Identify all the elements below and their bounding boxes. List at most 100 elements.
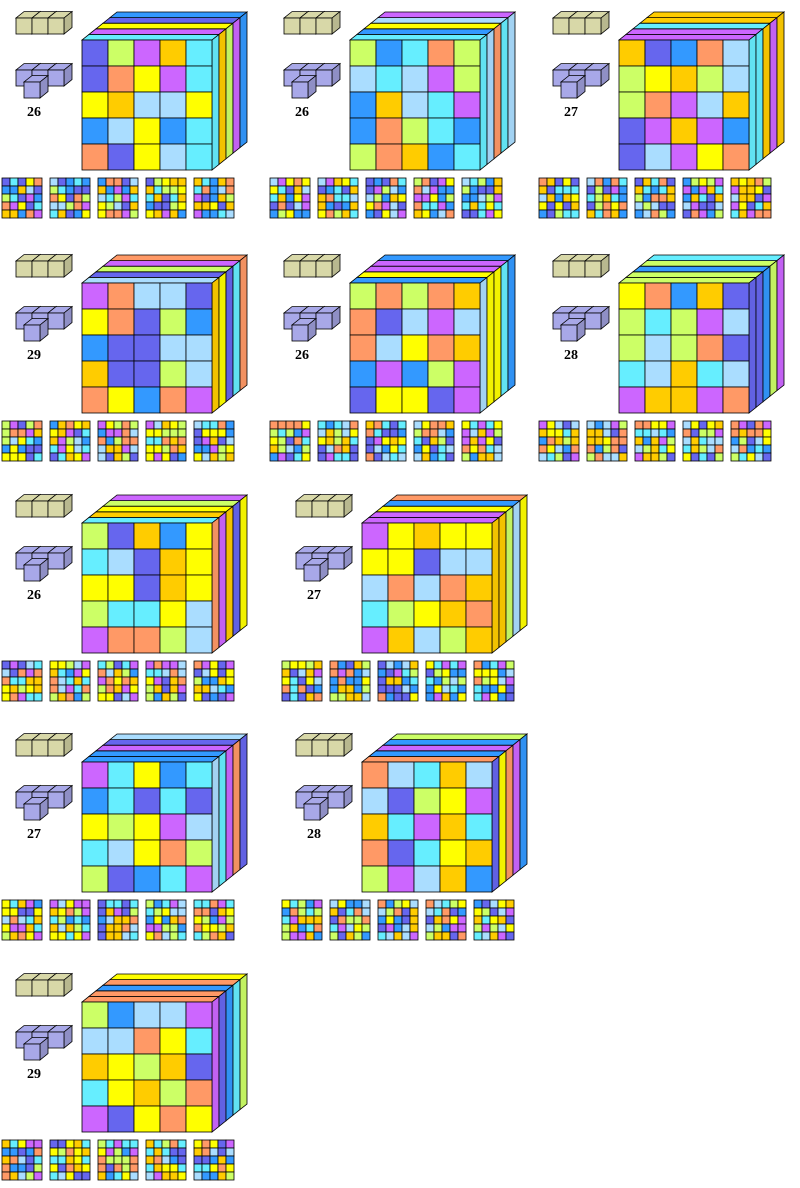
layer-cell: [666, 452, 676, 462]
layer-cell: [161, 692, 171, 702]
layer-cell: [333, 436, 343, 446]
layer-cell: [201, 915, 211, 925]
layer-cell: [177, 436, 187, 446]
layer-cell: [73, 428, 83, 438]
layer-cell: [281, 907, 291, 917]
layer-cell: [650, 428, 660, 438]
layer-cell: [225, 436, 235, 446]
layer-cell: [225, 660, 235, 670]
layer-cell: [113, 668, 123, 678]
layer-cell: [129, 915, 139, 925]
layer-cell: [409, 899, 419, 909]
layer-cell: [493, 452, 503, 462]
layer-cell: [602, 420, 612, 430]
layer-cell: [562, 201, 572, 211]
cube-side-strip: [225, 984, 234, 1122]
layer-cell: [169, 907, 179, 917]
cube-side-strip: [493, 22, 502, 160]
layer-cell: [49, 915, 59, 925]
cube-front-cell: [133, 91, 161, 119]
layer-cell: [461, 452, 471, 462]
layer-cell: [397, 201, 407, 211]
layer-cell: [546, 201, 556, 211]
layer-cell: [618, 193, 628, 203]
layer-cell: [690, 436, 700, 446]
layer-cell: [618, 185, 628, 195]
cube-front-cell: [465, 761, 493, 789]
layer-cell: [153, 436, 163, 446]
cube-side-strip: [512, 738, 521, 877]
cube-front-cell: [670, 117, 698, 145]
layer-cell: [1, 899, 11, 909]
layer-cell: [153, 1163, 163, 1173]
layer-cell: [690, 420, 700, 430]
layer-cell: [225, 452, 235, 462]
layer-cell: [445, 201, 455, 211]
cube-front-cell: [413, 548, 441, 576]
layer-cell: [269, 420, 279, 430]
cube-front-cell: [107, 1027, 135, 1055]
layer-cell: [293, 420, 303, 430]
layer-cell: [161, 201, 171, 211]
cube-top-strip: [348, 34, 489, 41]
layer-cell: [373, 428, 383, 438]
layer-cell: [361, 899, 371, 909]
layer-cell: [201, 676, 211, 686]
layer-cell: [433, 668, 443, 678]
layer-cell: [121, 1155, 131, 1165]
layer-cell: [33, 209, 43, 219]
layer-cell: [57, 185, 67, 195]
cube-front-cell: [401, 282, 429, 310]
layer-cell: [269, 185, 279, 195]
layer-cell: [413, 452, 423, 462]
layer-cell: [473, 899, 483, 909]
cube-front-cell: [644, 65, 672, 93]
layer-cell: [65, 923, 75, 933]
layer-cell: [409, 684, 419, 694]
cube-top-strip: [94, 505, 235, 513]
layer-cell: [329, 684, 339, 694]
layer-cell: [269, 201, 279, 211]
layer-cell: [153, 1171, 163, 1181]
layer-cell: [610, 177, 620, 187]
layer-cell: [373, 201, 383, 211]
layer-cell: [193, 676, 203, 686]
layer-cell: [17, 1155, 27, 1165]
layer-cell: [477, 428, 487, 438]
layer-cell: [193, 1163, 203, 1173]
layer-cell: [618, 209, 628, 219]
layer-cell: [1, 915, 11, 925]
layer-cell: [285, 452, 295, 462]
layer-cell: [373, 193, 383, 203]
cube-side-strip: [486, 270, 495, 409]
cube-side-strip: [218, 510, 227, 649]
layer-cell: [153, 684, 163, 694]
layer-cell: [389, 201, 399, 211]
layer-cell: [618, 420, 628, 430]
cube-front-cell: [159, 600, 187, 628]
layer-cell: [746, 185, 756, 195]
cube-front-cell: [133, 386, 161, 414]
cube-front-cell: [349, 308, 377, 336]
layer-cell: [217, 193, 227, 203]
layer-cell: [1, 931, 11, 941]
layer-cell: [554, 177, 564, 187]
layer-cell: [377, 915, 387, 925]
layer-cell: [421, 436, 431, 446]
layer-cell: [297, 899, 307, 909]
piece-cube-front: [552, 260, 570, 278]
layer-cell: [65, 660, 75, 670]
layer-cell: [353, 684, 363, 694]
layer-cell: [602, 201, 612, 211]
layer-cell: [666, 444, 676, 454]
cube-front-cell: [618, 91, 646, 119]
cube-front-cell: [361, 626, 389, 654]
cube-front-cell: [465, 813, 493, 841]
layer-cell: [25, 177, 35, 187]
layer-cell: [594, 201, 604, 211]
layer-cell: [17, 915, 27, 925]
layer-cell: [698, 420, 708, 430]
layer-cell: [445, 428, 455, 438]
layer-cell: [389, 436, 399, 446]
piece-cube-front: [47, 312, 65, 330]
